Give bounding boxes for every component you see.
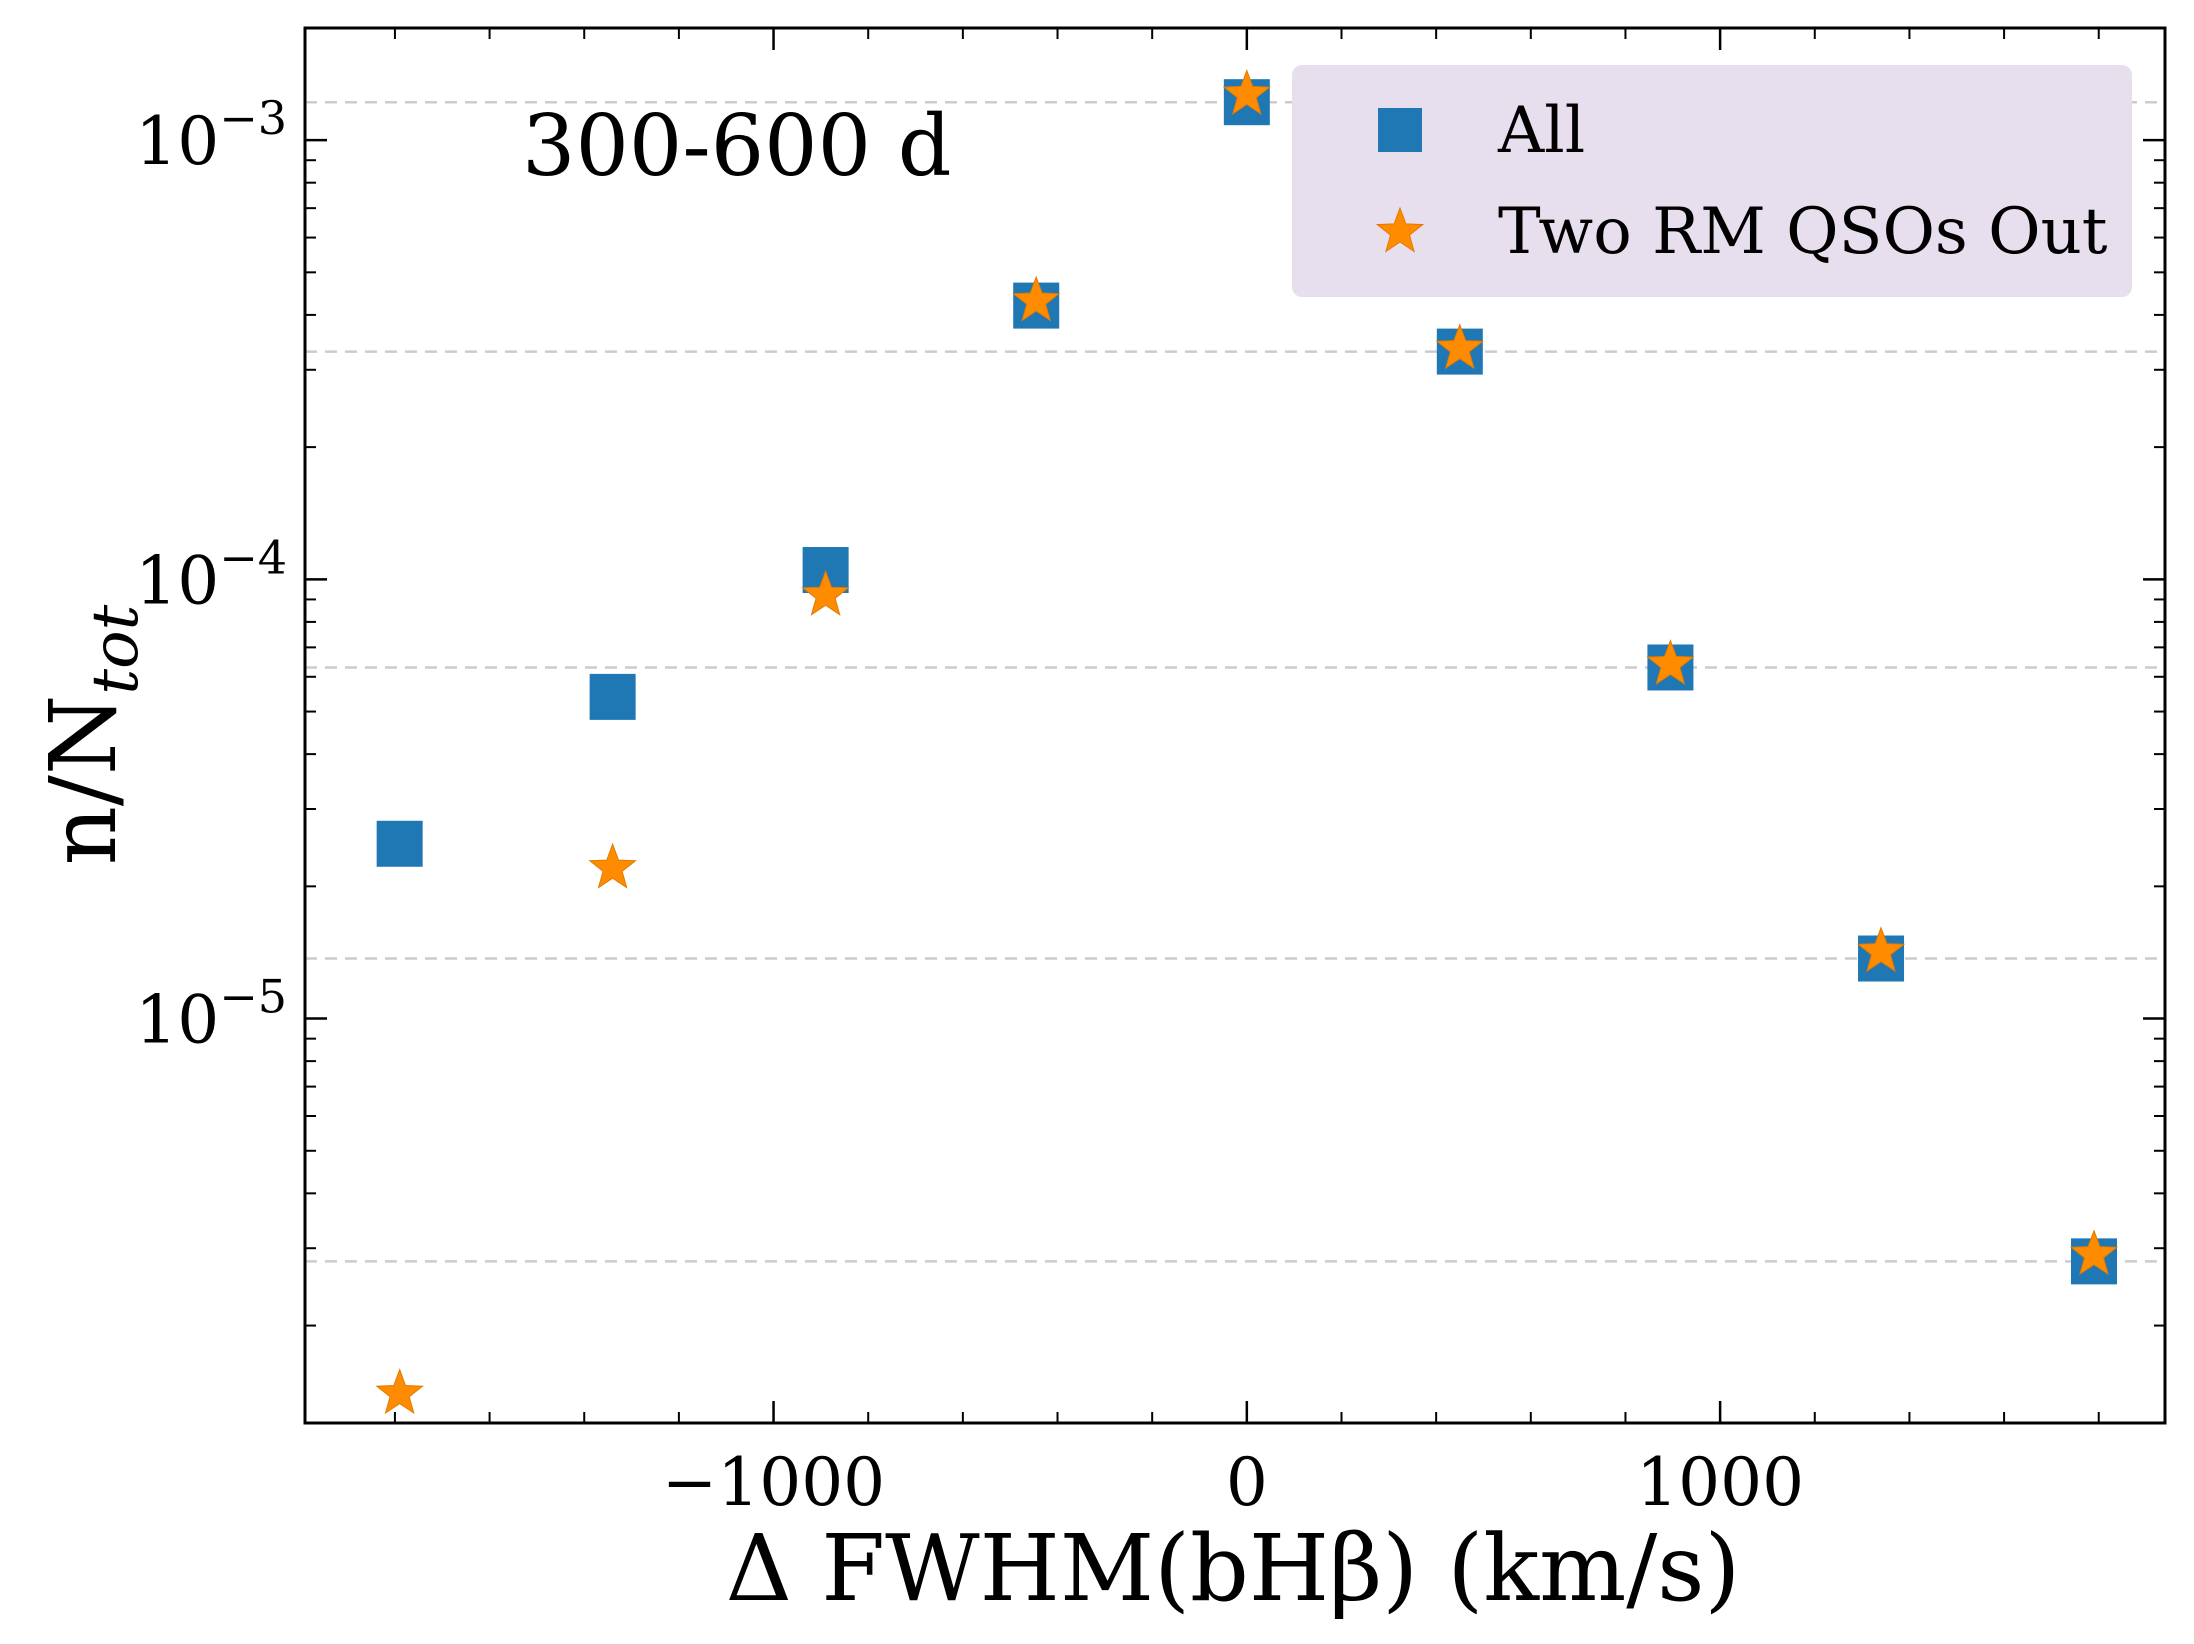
data-point-square [589, 673, 636, 720]
y-tick-label: 10−5 [135, 970, 287, 1059]
data-point-star [2069, 1229, 2119, 1276]
data-point-star [588, 842, 637, 889]
x-tick-label: 1000 [1636, 1444, 1804, 1521]
data-point-star [1222, 69, 1272, 116]
legend-label-all: All [1497, 94, 1585, 168]
data-point-star [375, 1368, 424, 1415]
x-axis-label: Δ FWHM(bHβ) (km/s) [726, 1515, 1741, 1622]
period-annotation: 300-600 d [522, 97, 952, 195]
x-tick-label: −1000 [662, 1444, 885, 1521]
y-axis-label: n/Ntot [30, 604, 153, 865]
axis-ticks: −1000 0 1000 10−5 10−4 10−3 [135, 28, 2165, 1521]
legend-marker-star [1375, 206, 1425, 253]
y-tick-label: 10−3 [135, 91, 287, 180]
data-point-square [376, 820, 423, 867]
data-point-star [1856, 926, 1906, 973]
x-tick-label: 0 [1226, 1444, 1268, 1521]
y-tick-label: 10−4 [135, 530, 287, 619]
legend-label-two-rm: Two RM QSOs Out [1498, 195, 2108, 269]
data-point-star [1435, 323, 1484, 370]
plot-frame [303, 26, 2167, 1425]
data-point-star [801, 569, 850, 616]
data-point-star [1646, 639, 1695, 686]
legend-marker-square [1378, 108, 1422, 152]
data-point-star [1012, 275, 1061, 322]
legend: All Two RM QSOs Out [1292, 65, 2132, 297]
legend-box [1292, 65, 2132, 297]
data-marks [375, 69, 2119, 1415]
